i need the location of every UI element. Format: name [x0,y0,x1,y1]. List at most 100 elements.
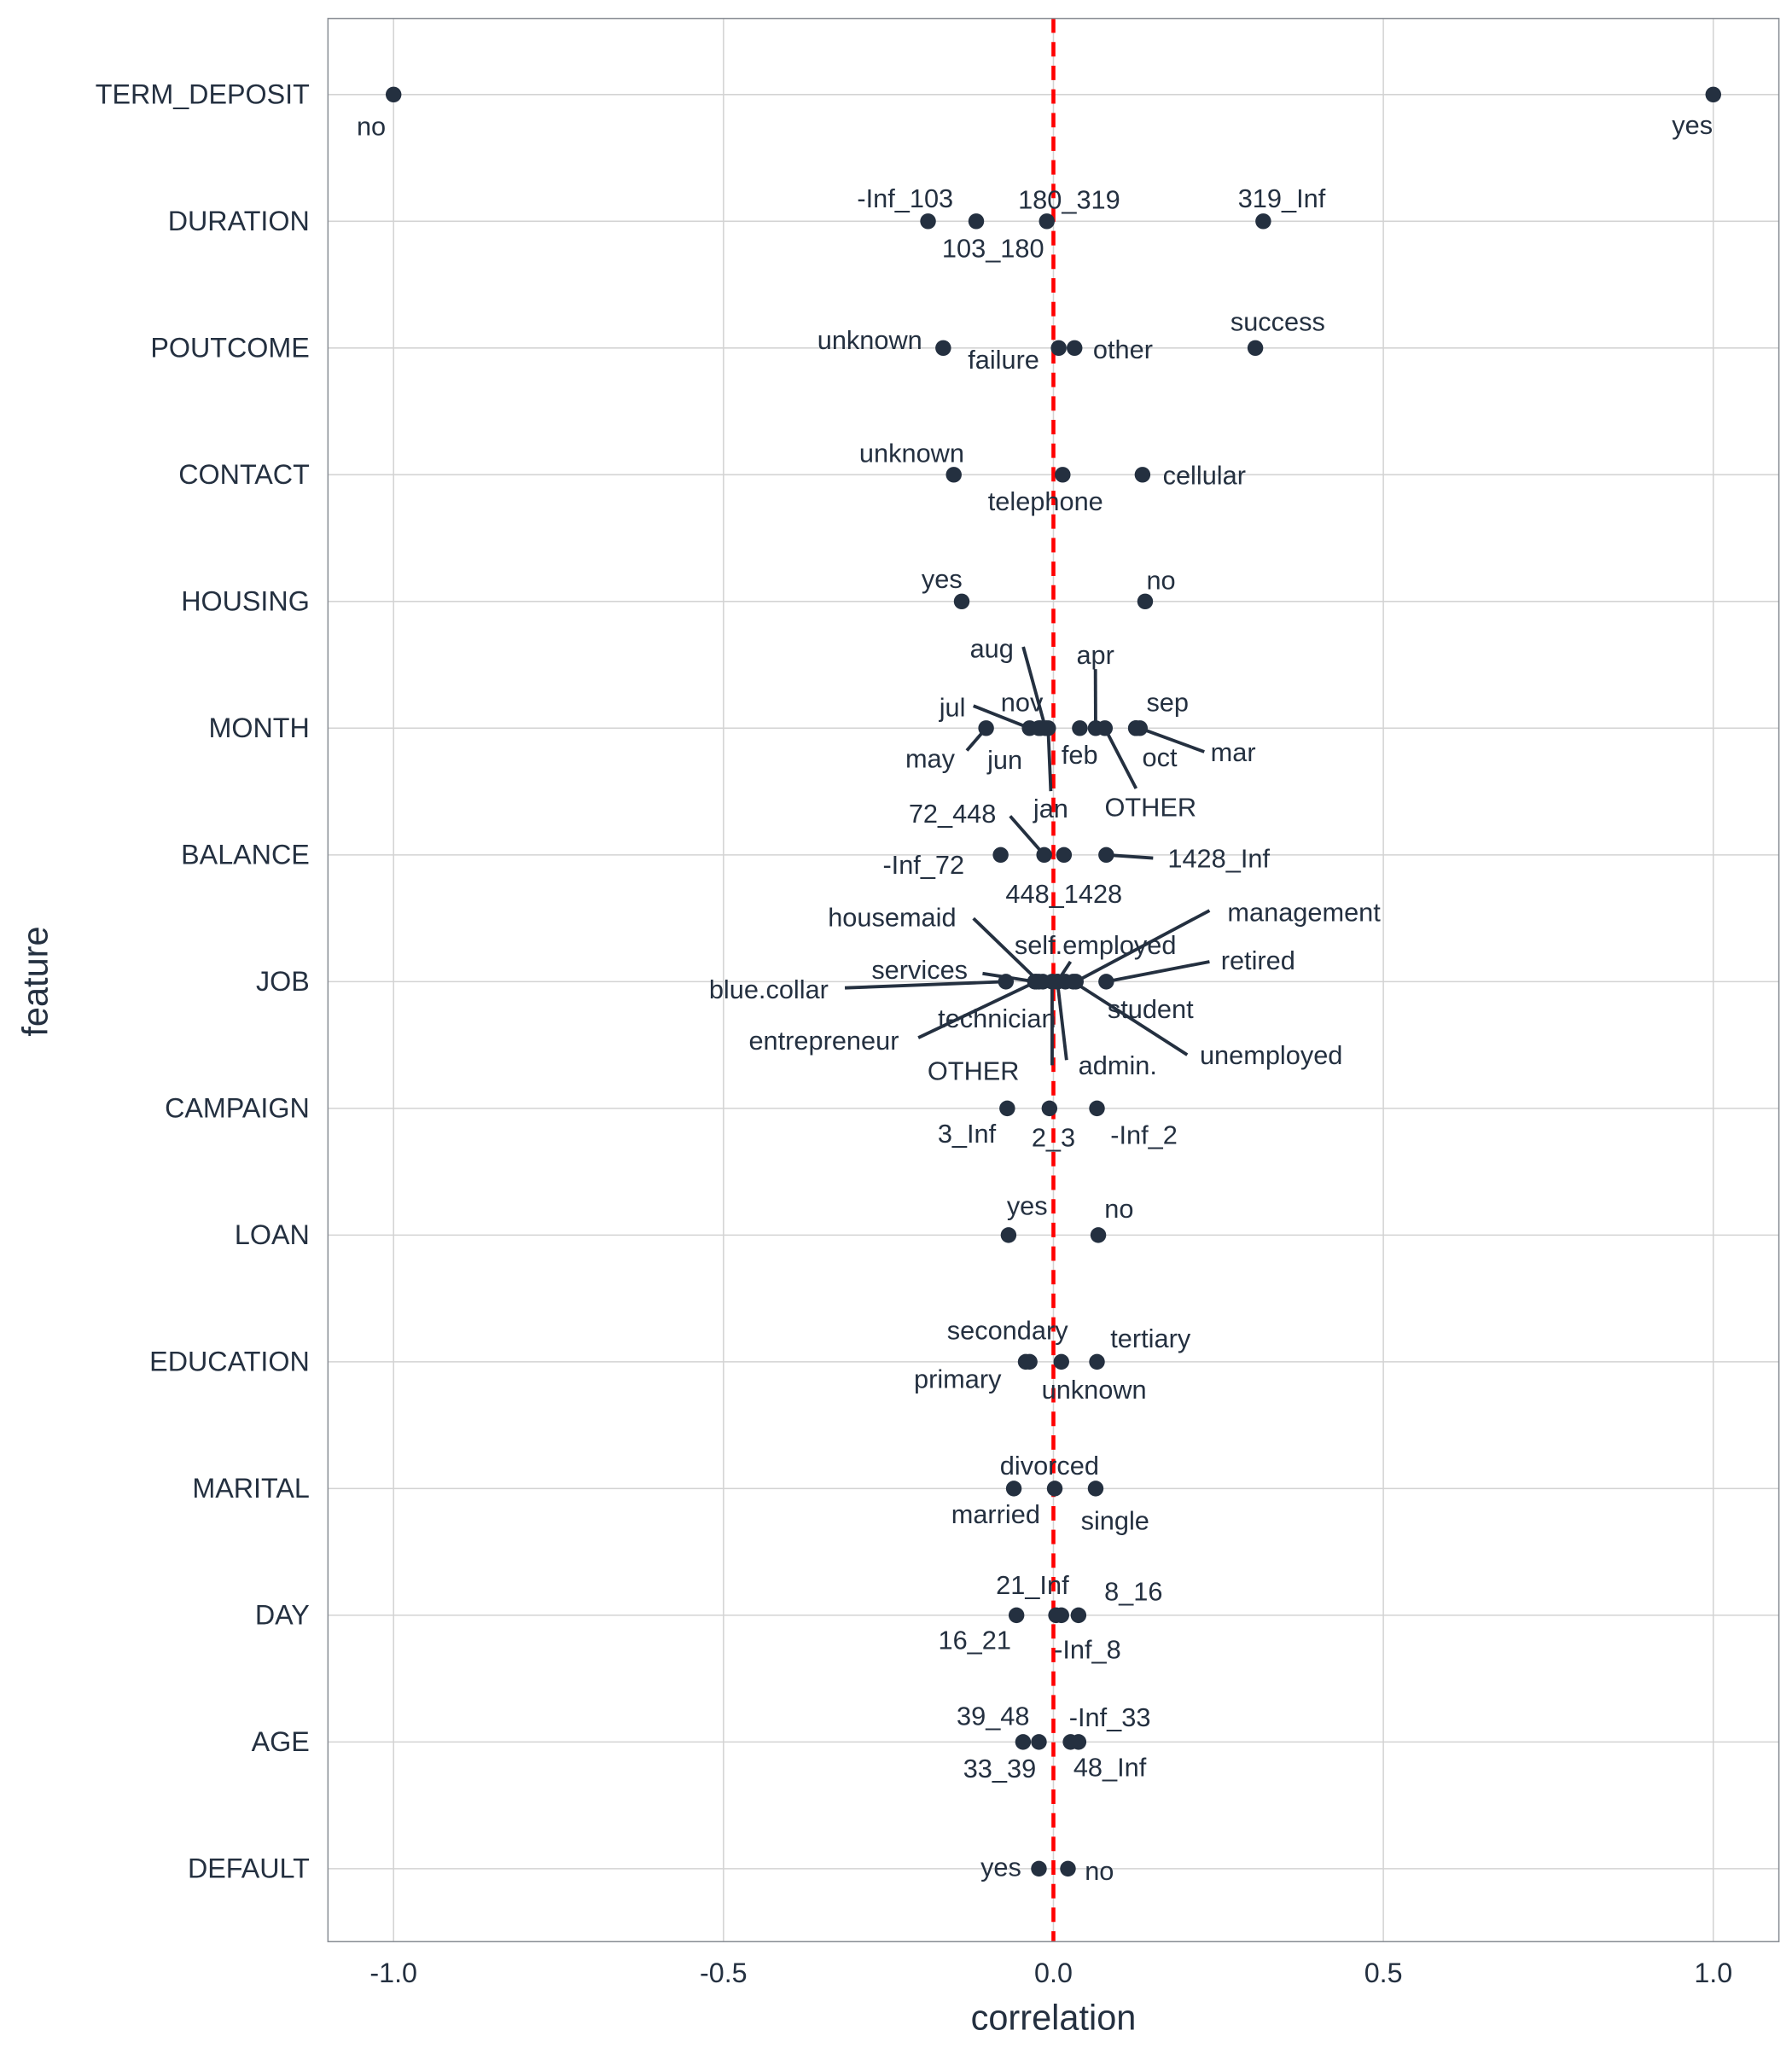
point-label: blue.collar [709,975,829,1004]
point-balance-1428_Inf [1098,847,1114,864]
point-label: sep [1146,687,1189,717]
data-points [385,86,1721,1877]
leader-line [1103,727,1138,789]
y-axis-title: feature [15,926,55,1036]
point-label: unknown [1042,1375,1147,1405]
y-tick-label: LOAN [235,1219,310,1250]
point-label: retired [1221,945,1295,975]
point-label: no [1085,1856,1114,1886]
point-balance--Inf_72 [992,847,1009,864]
point-label: mar [1211,737,1256,767]
y-tick-label: EDUCATION [149,1347,310,1377]
point-day-16_21 [1008,1607,1025,1624]
x-axis-tick-labels: -1.0 -0.5 0.0 0.5 1.0 [369,1958,1732,1988]
y-tick-label: AGE [252,1726,310,1757]
x-tick-label: 0.5 [1364,1958,1403,1988]
x-tick-label: -1.0 [369,1958,417,1988]
point-job-unemployed [1065,974,1081,990]
point-education-tertiary [1089,1353,1105,1370]
point-job-admin. [1049,974,1066,990]
point-poutcome-failure [1050,340,1067,357]
point-age-48_Inf [1070,1734,1087,1750]
point-label: 103_180 [942,233,1044,263]
plot-panel-border [327,17,1780,1943]
point-label: unknown [859,438,964,468]
y-tick-label: DAY [255,1600,310,1631]
point-loan-no [1090,1227,1107,1243]
point-marital-married [1005,1481,1022,1497]
leader-line [1009,815,1046,857]
point-label: jan [1033,794,1068,823]
point-poutcome-unknown [935,340,951,357]
point-duration-103_180 [968,213,985,230]
point-label: failure [968,345,1039,375]
point-label: yes [922,564,963,594]
leader-line [1046,728,1053,792]
point-label: no [357,111,386,141]
point-age-33_39 [1031,1734,1047,1750]
point-job-blue.collar [998,974,1015,990]
point-marital-single [1087,1481,1104,1497]
point-label: services [871,955,968,985]
point-education-primary [1017,1353,1034,1370]
point-campaign-2_3 [1041,1100,1058,1117]
point-label: cellular [1163,460,1246,490]
point-month-jan [1040,720,1056,736]
point-poutcome-success [1247,340,1264,357]
point-label: single [1081,1506,1149,1536]
y-tick-label: POUTCOME [150,333,309,364]
point-label: -Inf_2 [1110,1120,1178,1150]
y-tick-label: CONTACT [178,459,310,490]
point-label: admin. [1079,1050,1157,1080]
point-label: 21_Inf [996,1570,1069,1600]
point-default-no [1060,1860,1076,1877]
point-label: OTHER [1104,792,1196,822]
point-label: 1428_Inf [1167,843,1270,873]
point-label: yes [980,1852,1021,1882]
point-label: -Inf_33 [1069,1702,1151,1732]
point-label: telephone [988,486,1103,516]
point-label: yes [1007,1191,1048,1221]
point-term_deposit-no [385,86,402,103]
point-month-may [978,720,994,736]
label-leader-lines [844,646,1211,1066]
point-label: may [905,743,956,773]
point-duration-180_319 [1039,213,1055,230]
point-job-entrepreneur [1028,974,1044,990]
point-label: management [1227,897,1381,927]
point-label: secondary [947,1316,1068,1346]
point-education-unknown [1053,1353,1069,1370]
point-label: 2_3 [1032,1123,1075,1153]
leader-line [844,980,1006,990]
leader-line [1105,960,1210,984]
point-contact-telephone [1055,467,1071,483]
point-label: jun [986,745,1022,775]
y-axis-tick-labels: TERM_DEPOSIT DURATION POUTCOME CONTACT HOUSI… [96,79,310,1884]
x-tick-label: -0.5 [700,1958,748,1988]
y-tick-label: TERM_DEPOSIT [96,79,310,110]
point-label: nov [1001,687,1044,717]
x-tick-label: 0.0 [1034,1958,1073,1988]
point-duration--Inf_103 [920,213,936,230]
point-day--Inf_8 [1053,1607,1069,1624]
point-default-yes [1031,1860,1047,1877]
point-label: 72_448 [909,799,997,829]
point-age-39_48 [1015,1734,1032,1750]
point-month-feb [1072,720,1088,736]
leader-line [1021,646,1048,729]
leader-line [917,980,1038,1039]
point-label: aug [970,633,1014,663]
y-tick-label: MONTH [209,713,310,743]
point-label: 180_319 [1018,185,1120,215]
point-label: -Inf_72 [882,850,964,880]
x-axis-title: correlation [971,1997,1137,2037]
point-poutcome-other [1067,340,1083,357]
point-label: no [1104,1194,1133,1224]
point-marital-divorced [1046,1481,1063,1497]
y-tick-label: DEFAULT [188,1853,310,1884]
point-term_deposit-yes [1705,86,1721,103]
point-label: -Inf_103 [857,183,953,213]
point-label: OTHER [928,1056,1020,1085]
point-label: -Inf_8 [1054,1634,1121,1664]
point-label: 33_39 [963,1754,1036,1783]
